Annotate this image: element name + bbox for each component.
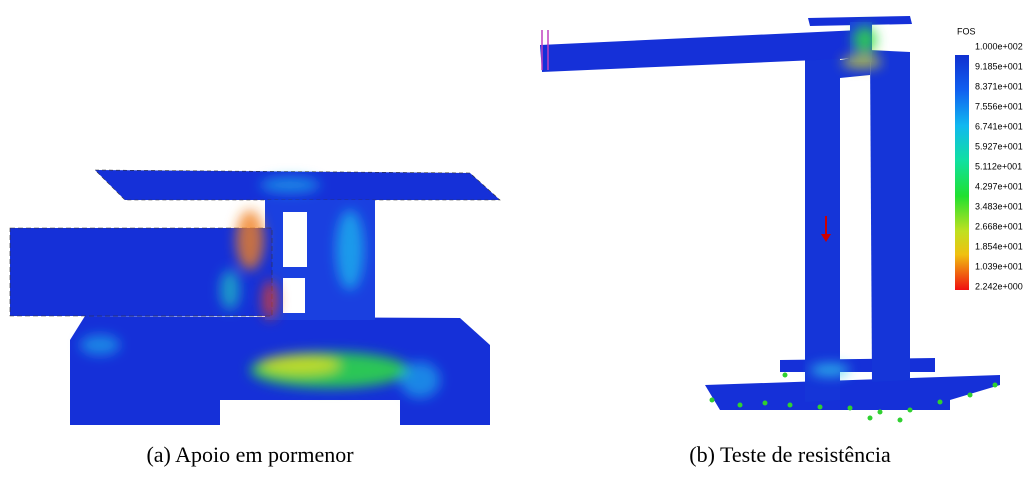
legend-label: 1.854e+001: [975, 241, 1023, 251]
legend-label: 8.371e+001: [975, 81, 1023, 91]
legend-label: 5.927e+001: [975, 141, 1023, 151]
legend-label: 7.556e+001: [975, 101, 1023, 111]
legend-label: 6.741e+001: [975, 121, 1023, 131]
caption: (b) Teste de resistência: [689, 442, 891, 467]
legend-label: 3.483e+001: [975, 201, 1023, 211]
legend-label: 2.242e+000: [975, 281, 1023, 291]
legend-label: 9.185e+001: [975, 61, 1023, 71]
legend-label: 4.297e+001: [975, 181, 1023, 191]
color-bar: [955, 55, 969, 290]
legend-label: 2.668e+001: [975, 221, 1023, 231]
figure: FOS 1.000e+002 9.185e+001 8.371e+001 7.556e…: [0, 0, 1032, 488]
legend-label: 5.112e+001: [975, 161, 1022, 171]
caption: (a) Apoio em pormenor: [146, 442, 354, 467]
legend-title: FOS: [957, 26, 976, 36]
legend-labels: 1.000e+002 9.185e+001 8.371e+001 7.556e+001…: [975, 41, 1023, 291]
legend-label: 1.039e+001: [975, 261, 1023, 271]
structure-image: [540, 16, 1000, 423]
detail-image: [10, 170, 500, 425]
legend-label: 1.000e+002: [975, 41, 1023, 51]
